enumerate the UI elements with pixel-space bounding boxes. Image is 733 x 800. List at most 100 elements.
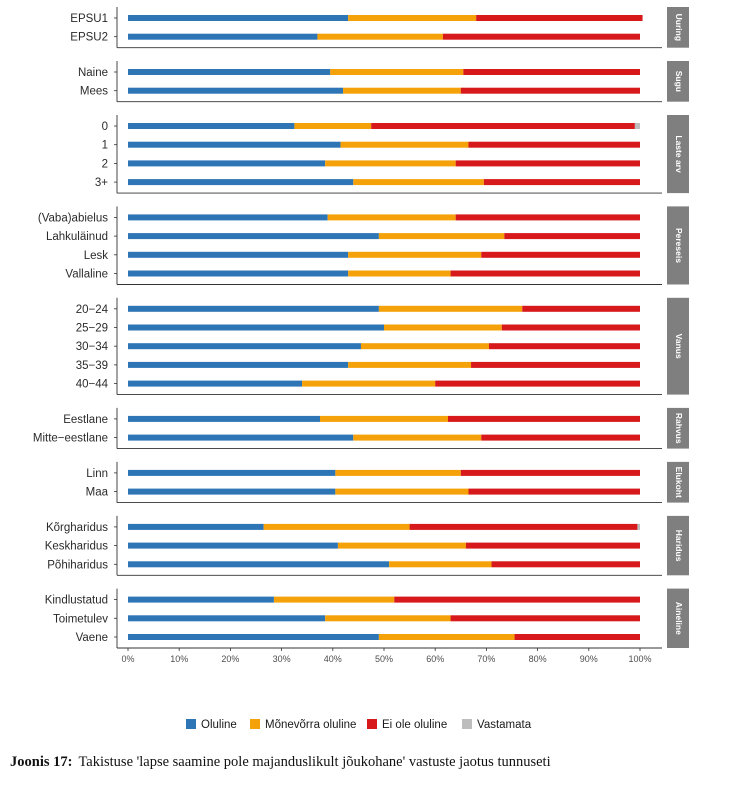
- legend-swatch: [367, 719, 377, 729]
- bar-segment-ei-ole-oluline: [468, 488, 640, 495]
- panel-background: [117, 61, 662, 102]
- bar-segment-ei-ole-oluline: [476, 15, 643, 21]
- legend-label: Oluline: [201, 719, 237, 731]
- row-label: Lesk: [84, 250, 109, 262]
- bar-segment-m-nev-rra-oluline: [335, 488, 469, 495]
- row-label: EPSU1: [70, 13, 108, 25]
- bar-segment-oluline: [128, 542, 338, 549]
- bar-segment-m-nev-rra-oluline: [263, 523, 410, 530]
- x-tick-label: 100%: [628, 654, 651, 664]
- row-label: Vaene: [76, 632, 108, 644]
- bar-segment-m-nev-rra-oluline: [273, 596, 395, 603]
- bar-segment-oluline: [128, 179, 354, 186]
- bar-segment-m-nev-rra-oluline: [378, 233, 505, 240]
- bar-segment-ei-ole-oluline: [491, 561, 640, 568]
- bar-segment-m-nev-rra-oluline: [348, 15, 477, 21]
- bar-segment-ei-ole-oluline: [481, 251, 640, 258]
- row-label: 25−29: [76, 323, 108, 335]
- panel-background: [117, 7, 662, 48]
- bar-segment-m-nev-rra-oluline: [353, 434, 482, 441]
- bar-segment-oluline: [128, 233, 379, 240]
- bar-segment-ei-ole-oluline: [371, 123, 635, 129]
- bar-segment-m-nev-rra-oluline: [317, 33, 443, 40]
- x-tick-label: 70%: [477, 654, 495, 664]
- legend-label: Vastamata: [477, 719, 532, 731]
- facet-strip: [667, 61, 689, 102]
- row-label: 3+: [95, 177, 108, 189]
- bar-segment-m-nev-rra-oluline: [353, 179, 484, 186]
- row-label: Põhiharidus: [47, 559, 108, 571]
- bar-segment-oluline: [128, 488, 336, 495]
- bar-segment-vastamata: [634, 123, 640, 129]
- bar-segment-m-nev-rra-oluline: [348, 361, 472, 368]
- bar-segment-oluline: [128, 87, 344, 94]
- figure-caption: Joonis 17: Takistuse 'lapse saamine pole …: [10, 754, 725, 771]
- bar-segment-m-nev-rra-oluline: [378, 634, 515, 640]
- x-tick-label: 60%: [426, 654, 444, 664]
- facet-strip: [667, 588, 689, 648]
- facet-strip: [667, 206, 689, 285]
- bar-segment-oluline: [128, 434, 354, 441]
- bar-segment-oluline: [128, 415, 320, 422]
- bar-segment-oluline: [128, 615, 326, 622]
- bar-segment-m-nev-rra-oluline: [389, 561, 492, 568]
- caption-label: Joonis 17:: [10, 754, 73, 770]
- row-label: 30−34: [76, 341, 109, 353]
- legend-label: Mõnevõrra oluline: [265, 719, 356, 731]
- legend-swatch: [186, 719, 196, 729]
- row-label: Mees: [80, 86, 108, 98]
- bar-segment-m-nev-rra-oluline: [340, 141, 469, 148]
- bar-segment-m-nev-rra-oluline: [294, 123, 372, 129]
- facet-strip: [667, 297, 689, 395]
- x-tick-label: 80%: [529, 654, 547, 664]
- row-label: Keskharidus: [45, 541, 109, 553]
- bar-segment-ei-ole-oluline: [481, 434, 640, 441]
- facet-strip-label: Haridus: [674, 530, 684, 562]
- facet-strip: [667, 7, 689, 48]
- x-tick-label: 10%: [170, 654, 188, 664]
- x-tick-label: 0%: [121, 654, 134, 664]
- bar-segment-oluline: [128, 305, 379, 312]
- row-label: 35−39: [76, 360, 108, 372]
- x-tick-label: 50%: [375, 654, 393, 664]
- bar-segment-ei-ole-oluline: [463, 69, 640, 75]
- bar-segment-oluline: [128, 324, 384, 331]
- bar-segment-ei-ole-oluline: [394, 596, 640, 603]
- facet-strip: [667, 407, 689, 449]
- bar-segment-oluline: [128, 561, 390, 568]
- bar-segment-ei-ole-oluline: [488, 343, 640, 350]
- bar-segment-m-nev-rra-oluline: [327, 214, 456, 221]
- bar-segment-oluline: [128, 15, 349, 21]
- legend-swatch: [462, 719, 472, 729]
- bar-segment-m-nev-rra-oluline: [330, 69, 464, 75]
- row-label: Lahkuläinud: [46, 231, 108, 243]
- x-tick-label: 40%: [324, 654, 342, 664]
- facet-strip: [667, 115, 689, 194]
- bar-segment-ei-ole-oluline: [409, 523, 638, 530]
- row-label: (Vaba)abielus: [38, 212, 108, 224]
- bar-segment-m-nev-rra-oluline: [335, 469, 461, 476]
- chart: Uuring EPSU1 EPSU2 Sugu Naine Mees Laste arv 0 1…: [33, 7, 689, 731]
- bar-segment-oluline: [128, 160, 326, 167]
- bar-segment-ei-ole-oluline: [450, 270, 640, 277]
- row-label: Naine: [78, 67, 108, 79]
- bar-segment-oluline: [128, 33, 318, 40]
- bar-segment-m-nev-rra-oluline: [348, 251, 482, 258]
- row-label: Eestlane: [63, 414, 108, 426]
- legend-swatch: [250, 719, 260, 729]
- bar-segment-ei-ole-oluline: [450, 615, 640, 622]
- bar-segment-ei-ole-oluline: [455, 214, 640, 221]
- row-label: Kindlustatud: [45, 595, 108, 607]
- row-label: Maa: [86, 487, 109, 499]
- bar-segment-oluline: [128, 523, 264, 530]
- legend-label: Ei ole oluline: [382, 719, 447, 731]
- bar-segment-ei-ole-oluline: [460, 469, 640, 476]
- bar-segment-ei-ole-oluline: [514, 634, 640, 640]
- bar-segment-m-nev-rra-oluline: [320, 415, 448, 422]
- row-label: 1: [102, 140, 108, 152]
- row-label: 2: [102, 158, 108, 170]
- bar-segment-m-nev-rra-oluline: [384, 324, 502, 331]
- bar-segment-ei-ole-oluline: [442, 33, 640, 40]
- bar-segment-oluline: [128, 270, 349, 277]
- x-tick-label: 90%: [580, 654, 598, 664]
